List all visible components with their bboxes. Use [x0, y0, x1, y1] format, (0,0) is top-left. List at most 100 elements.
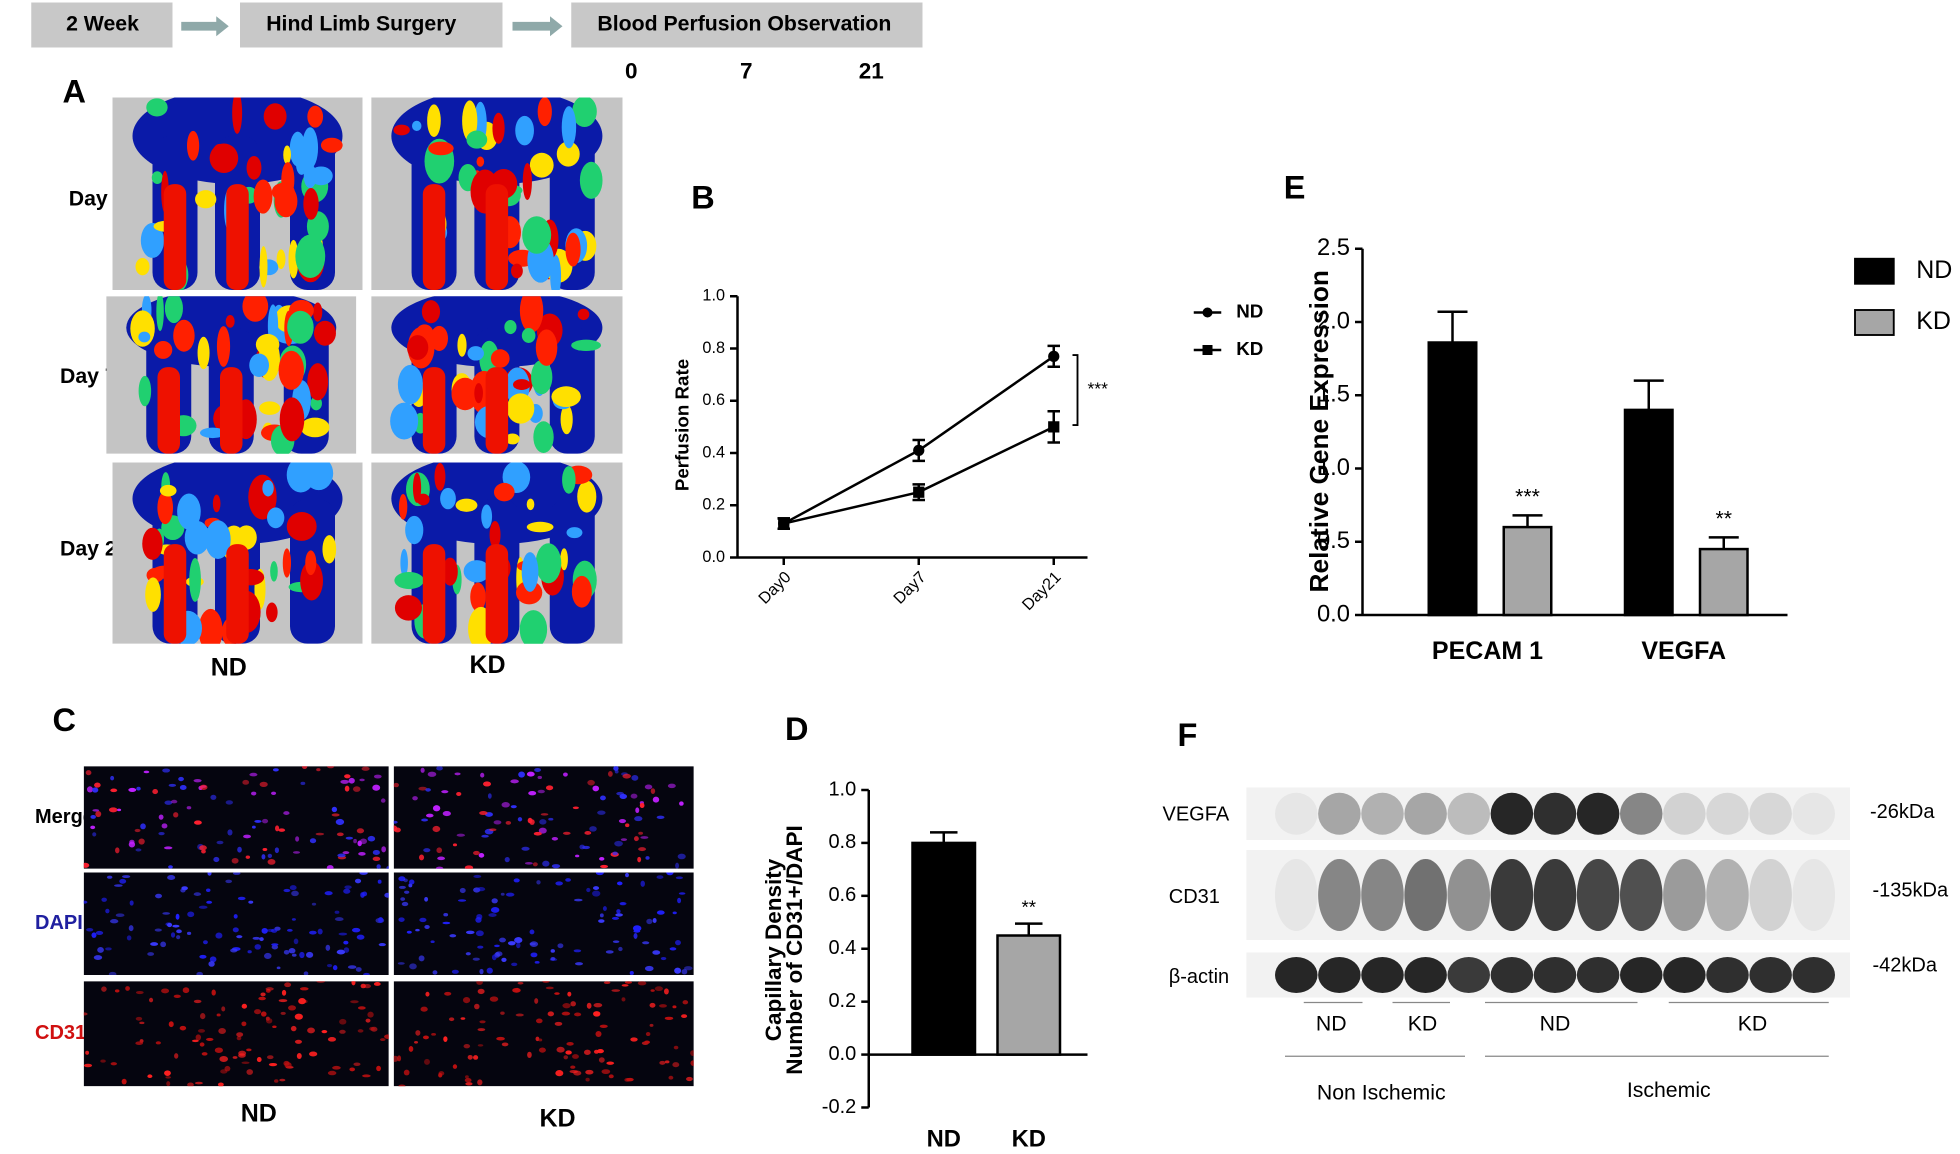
cell	[345, 836, 354, 840]
blob	[295, 234, 326, 279]
cell	[673, 1045, 679, 1050]
cell	[476, 887, 486, 892]
cell	[135, 1041, 143, 1046]
group-label: KD	[1408, 1012, 1438, 1036]
cell	[491, 954, 497, 961]
cell	[316, 981, 326, 983]
cell	[394, 827, 401, 833]
cell	[441, 790, 449, 794]
cell	[624, 1078, 631, 1082]
cell	[674, 967, 682, 974]
cell	[510, 805, 517, 809]
cell	[162, 768, 171, 773]
blob	[156, 296, 164, 332]
cell	[537, 775, 543, 779]
band	[1706, 859, 1749, 931]
cell	[338, 932, 348, 936]
cell	[511, 962, 518, 967]
blob	[535, 329, 558, 366]
blob	[177, 493, 201, 530]
cell	[652, 950, 661, 955]
cell	[91, 932, 97, 938]
cell	[586, 887, 591, 893]
cell	[540, 813, 549, 816]
blob	[556, 141, 580, 167]
cell	[557, 943, 564, 949]
cell	[414, 1041, 419, 1044]
cell	[419, 917, 427, 923]
cell	[570, 1001, 576, 1007]
cell	[272, 768, 279, 772]
cell	[119, 878, 127, 884]
cell	[307, 1027, 315, 1034]
cell	[110, 1062, 117, 1066]
cell	[198, 905, 208, 909]
cell	[572, 806, 579, 810]
cell	[585, 1069, 594, 1075]
blot-row-label: VEGFA	[1163, 803, 1230, 825]
cell	[420, 1006, 428, 1012]
blob	[506, 393, 535, 424]
cell	[432, 805, 441, 812]
cell	[460, 1017, 466, 1020]
blob	[198, 608, 223, 644]
cell	[432, 825, 441, 833]
cell	[612, 851, 618, 856]
cell	[563, 1055, 569, 1060]
cell	[427, 771, 437, 777]
cell	[483, 781, 492, 787]
cell	[166, 1081, 171, 1087]
row-label: Merge	[35, 806, 94, 828]
cell	[128, 925, 134, 932]
blot-row-label: CD31	[1169, 886, 1220, 908]
cell	[288, 1005, 296, 1011]
cell	[524, 861, 533, 865]
cell	[528, 790, 537, 796]
cell	[262, 848, 268, 851]
cell	[86, 786, 94, 793]
cell	[168, 1021, 174, 1028]
cell	[199, 954, 207, 959]
cell	[613, 766, 619, 771]
cell	[690, 1050, 694, 1056]
blob	[490, 349, 510, 368]
band	[1792, 957, 1835, 993]
cell	[464, 865, 474, 869]
cell	[424, 896, 429, 902]
cell	[605, 950, 614, 954]
cell	[545, 986, 554, 990]
cell	[463, 996, 471, 1004]
cell	[534, 961, 540, 964]
image-bg	[83, 766, 389, 869]
cell	[612, 940, 620, 944]
cell	[534, 998, 539, 1004]
cell	[679, 801, 684, 806]
blob	[398, 493, 408, 520]
cell	[599, 856, 605, 861]
cell	[299, 951, 305, 959]
cell	[527, 1051, 532, 1058]
cell	[136, 786, 141, 791]
legend-marker	[1202, 345, 1213, 355]
group-label: ND	[1540, 1012, 1571, 1036]
blob	[457, 333, 467, 357]
cell	[675, 940, 681, 946]
cell	[600, 864, 609, 869]
cell	[332, 1065, 341, 1070]
cell	[595, 872, 604, 876]
blob	[195, 190, 217, 209]
cell	[227, 829, 233, 836]
blob	[232, 97, 243, 134]
cell	[582, 845, 590, 850]
cell	[633, 933, 638, 939]
band	[1490, 859, 1534, 931]
blob	[529, 152, 554, 178]
cell	[349, 1067, 356, 1072]
cell	[451, 969, 459, 974]
cell	[267, 1055, 274, 1060]
cell	[547, 1011, 555, 1017]
cell	[630, 1037, 638, 1042]
blob	[225, 315, 235, 328]
cell	[654, 986, 663, 992]
cell	[432, 970, 438, 975]
